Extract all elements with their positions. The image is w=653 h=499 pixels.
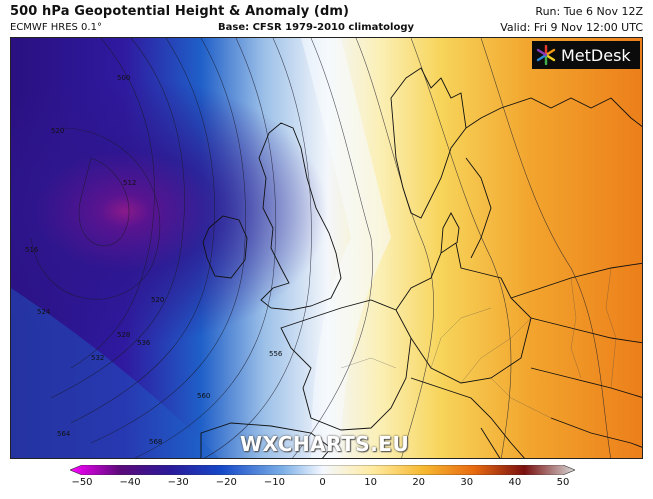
coastlines [200,67,642,458]
colorbar-tick-label: 10 [364,477,377,488]
contour-label: 556 [269,350,283,358]
chart-title: 500 hPa Geopotential Height & Anomaly (d… [10,4,350,19]
contour-label: 500 [117,74,130,82]
contour-label: 520 [51,127,64,135]
colorbar-tick-label: 0 [319,477,326,488]
valid-time-label: Valid: Fri 9 Nov 12:00 UTC [500,21,643,34]
colorbar-tick-label: 50 [556,477,570,488]
contour-label: 560 [197,392,210,400]
colorbar-tick-label: −50 [71,477,93,488]
model-label: ECMWF HRES 0.1° [10,22,102,33]
metdesk-logo: MetDesk [532,41,640,69]
colorbar-tick-label: −10 [263,477,285,488]
climatology-base-label: Base: CFSR 1979-2010 climatology [218,22,415,33]
metdesk-logo-text: MetDesk [561,45,631,65]
contour-label: 528 [117,331,130,339]
borders [340,267,617,419]
contour-label: 532 [91,354,104,362]
contour-label: 520 [151,296,164,304]
metdesk-star-icon [536,45,556,65]
contour-label: 512 [123,179,136,187]
colorbar [70,465,575,475]
wxcharts-watermark: WXCHARTS.EU [240,432,410,456]
map-canvas: 500 520 512 516 520 524 528 532 536 556 … [11,38,642,458]
colorbar-tick-label: −40 [119,477,141,488]
contour-label: 568 [149,438,162,446]
colorbar-tick-label: 30 [460,477,474,488]
contour-label: 536 [137,339,151,347]
colorbar-tick-label: 40 [508,477,522,488]
anomaly-map[interactable]: 500 520 512 516 520 524 528 532 536 556 … [10,37,643,459]
height-contours [30,38,612,458]
colorbar-tick-label: −20 [215,477,237,488]
colorbar-tick-label: −30 [167,477,189,488]
colorbar-tick-label: 20 [412,477,426,488]
contour-label: 516 [25,246,39,254]
contour-label: 564 [57,430,71,438]
run-time-label: Run: Tue 6 Nov 12Z [535,5,643,18]
contour-labels: 500 520 512 516 520 524 528 532 536 556 … [25,74,283,446]
contour-label: 524 [37,308,51,316]
